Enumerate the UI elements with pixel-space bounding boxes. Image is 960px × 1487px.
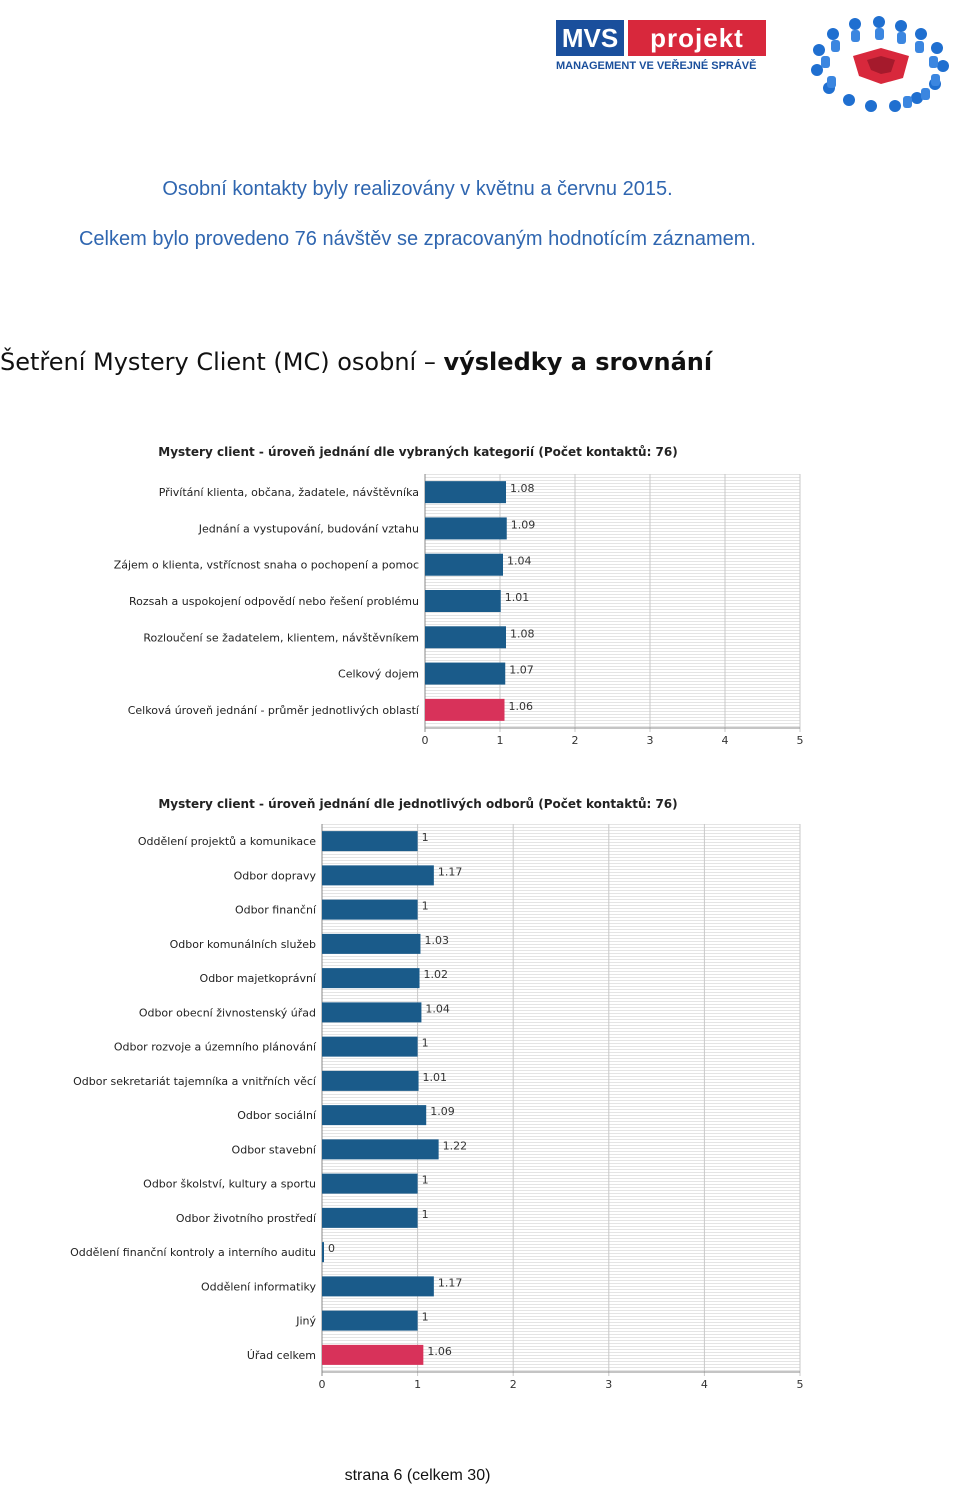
- category-label: Odbor komunálních služeb: [170, 938, 316, 951]
- bar: [322, 1002, 422, 1023]
- bar: [322, 831, 418, 852]
- category-label: Odbor rozvoje a územního plánování: [114, 1041, 317, 1054]
- category-label: Odbor stavební: [232, 1143, 317, 1156]
- value-label: 1.22: [443, 1139, 468, 1152]
- chart-title: Mystery client - úroveň jednání dle jedn…: [158, 797, 677, 811]
- value-label: 1.08: [510, 482, 535, 495]
- bar: [322, 899, 418, 920]
- category-label: Úřad celkem: [247, 1349, 316, 1362]
- category-label: Odbor sociální: [237, 1109, 317, 1122]
- chart-departments: Mystery client - úroveň jednání dle jedn…: [70, 797, 804, 1391]
- value-label: 1: [422, 831, 429, 844]
- category-label: Odbor obecní živnostenský úřad: [139, 1006, 316, 1019]
- category-label: Odbor finanční: [235, 904, 317, 917]
- heading-part-2: výsledky a srovnání: [443, 348, 713, 376]
- x-tick-label: 3: [647, 734, 654, 747]
- bar: [425, 662, 506, 685]
- value-label: 1.17: [438, 1276, 463, 1289]
- category-label: Rozsah a uspokojení odpovědí nebo řešení…: [129, 595, 419, 608]
- x-tick-label: 5: [797, 1378, 804, 1391]
- x-tick-label: 4: [701, 1378, 708, 1391]
- chart-title: Mystery client - úroveň jednání dle vybr…: [158, 445, 677, 459]
- value-label: 1.17: [438, 865, 463, 878]
- bar: [322, 1242, 324, 1263]
- value-label: 1.01: [505, 591, 530, 604]
- bar: [322, 1105, 427, 1126]
- category-label: Zájem o klienta, vstřícnost snaha o poch…: [114, 559, 419, 572]
- bar: [322, 865, 434, 886]
- x-tick-label: 0: [319, 1378, 326, 1391]
- category-label: Odbor dopravy: [234, 869, 317, 882]
- bar: [322, 1070, 419, 1091]
- category-label: Odbor životního prostředí: [176, 1212, 317, 1225]
- bar: [425, 590, 501, 612]
- bar: [322, 1173, 418, 1194]
- bar: [322, 1036, 418, 1057]
- category-label: Jiný: [295, 1315, 316, 1328]
- category-label: Odbor majetkoprávní: [200, 972, 317, 985]
- value-label: 1.09: [430, 1105, 455, 1118]
- value-label: 1: [422, 1208, 429, 1221]
- bar: [322, 1207, 418, 1228]
- value-label: 1.09: [511, 518, 536, 531]
- page-footer: strana 6 (celkem 30): [344, 1467, 491, 1484]
- x-tick-label: 0: [422, 734, 429, 747]
- x-tick-label: 1: [497, 734, 504, 747]
- mvs-projekt-logo: MVS projekt MANAGEMENT VE VEŘEJNÉ SPRÁVĚ: [556, 20, 766, 76]
- logo-subtitle: MANAGEMENT VE VEŘEJNÉ SPRÁVĚ: [556, 60, 757, 72]
- heading-part-1: Šetření Mystery Client (MC) osobní –: [0, 348, 444, 376]
- category-label: Oddělení finanční kontroly a interního a…: [70, 1246, 316, 1259]
- logo-projekt-text: projekt: [628, 20, 766, 56]
- value-label: 1.02: [424, 968, 449, 981]
- bar: [322, 933, 421, 954]
- plot-area: [321, 824, 801, 1376]
- bar-highlight: [425, 698, 505, 721]
- logo-mvs-text: MVS: [556, 20, 624, 56]
- bar-highlight: [322, 1344, 424, 1365]
- plot-area: [424, 474, 801, 732]
- bar: [322, 1310, 418, 1331]
- bar: [322, 1276, 434, 1297]
- value-label: 0: [328, 1242, 335, 1255]
- value-label: 1: [422, 900, 429, 913]
- value-label: 1: [422, 1174, 429, 1187]
- bar: [322, 968, 420, 989]
- bar: [425, 626, 506, 649]
- category-label: Oddělení informatiky: [201, 1280, 317, 1293]
- people-circle-emblem-icon: [811, 16, 949, 112]
- category-label: Jednání a vystupování, budování vztahu: [198, 522, 419, 535]
- bar: [322, 1139, 439, 1160]
- x-tick-label: 2: [572, 734, 579, 747]
- intro-line-1: Osobní kontakty byly realizovány v květn…: [162, 178, 673, 200]
- bar: [425, 481, 506, 504]
- x-tick-label: 3: [605, 1378, 612, 1391]
- category-label: Celkový dojem: [338, 668, 419, 681]
- x-tick-label: 4: [722, 734, 729, 747]
- bar: [425, 517, 507, 540]
- category-label: Odbor sekretariát tajemníka a vnitřních …: [73, 1075, 317, 1088]
- x-tick-label: 1: [414, 1378, 421, 1391]
- value-label: 1.04: [425, 1002, 450, 1015]
- category-label: Přivítání klienta, občana, žadatele, náv…: [159, 486, 419, 499]
- value-label: 1.06: [509, 700, 534, 713]
- value-label: 1.08: [510, 627, 535, 640]
- category-label: Oddělení projektů a komunikace: [138, 835, 316, 848]
- category-label: Celková úroveň jednání - průměr jednotli…: [128, 704, 420, 717]
- section-heading: Šetření Mystery Client (MC) osobní – výs…: [0, 348, 712, 376]
- value-label: 1: [422, 1037, 429, 1050]
- intro-line-2: Celkem bylo provedeno 76 návštěv se zpra…: [78, 228, 756, 250]
- category-label: Odbor školství, kultury a sportu: [143, 1178, 316, 1191]
- value-label: 1.03: [424, 934, 449, 947]
- bar: [425, 553, 503, 576]
- value-label: 1.07: [509, 664, 534, 677]
- value-label: 1: [422, 1311, 429, 1324]
- value-label: 1.04: [507, 555, 532, 568]
- x-tick-label: 5: [797, 734, 804, 747]
- chart-categories: Mystery client - úroveň jednání dle vybr…: [114, 445, 804, 747]
- x-tick-label: 2: [510, 1378, 517, 1391]
- value-label: 1.01: [423, 1071, 448, 1084]
- value-label: 1.06: [427, 1345, 452, 1358]
- category-label: Rozloučení se žadatelem, klientem, návšt…: [143, 631, 419, 644]
